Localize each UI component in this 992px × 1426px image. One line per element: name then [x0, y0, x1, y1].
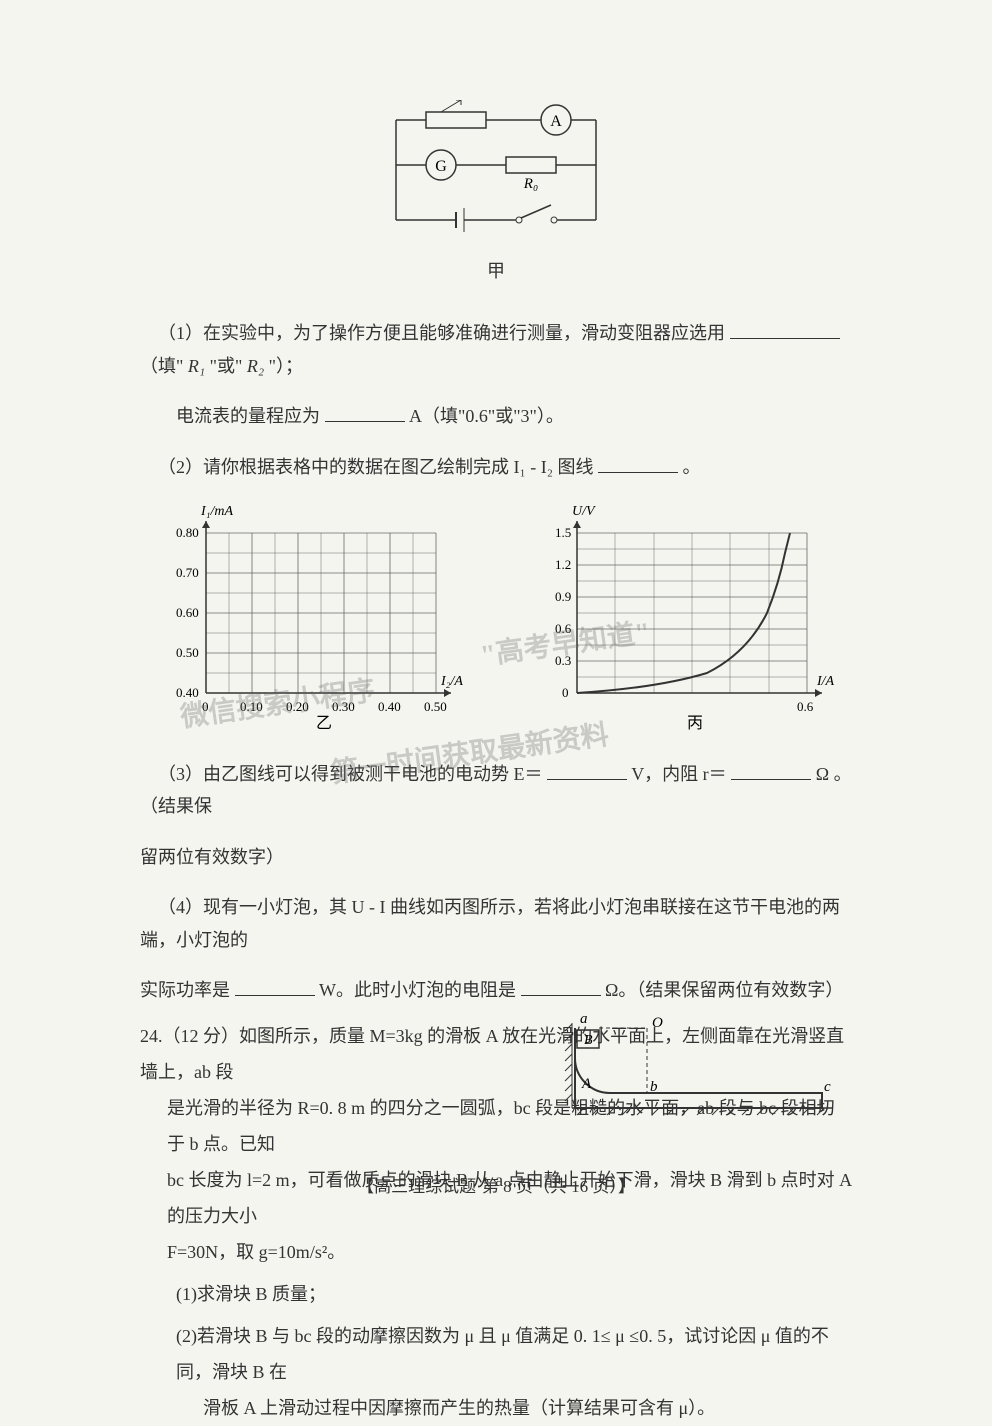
q23-p1-suffix: （填" — [140, 356, 183, 376]
svg-text:0.20: 0.20 — [286, 699, 309, 714]
blank-emf — [547, 762, 627, 780]
q24-sub2-l1: (2)若滑块 B 与 bc 段的动摩擦因数为 μ 且 μ 值满足 0. 1≤ μ… — [140, 1318, 852, 1390]
svg-text:0.3: 0.3 — [555, 653, 571, 668]
galvanometer-g-label: G — [435, 158, 447, 175]
q23-part3: （3）由乙图线可以得到被测干电池的电动势 E＝ V，内阻 r＝ Ω 。（结果保 — [140, 758, 852, 823]
circuit-diagram: A G R₀ — [366, 100, 626, 240]
q23-part1b: 电流表的量程应为 A（填"0.6"或"3"）。 — [140, 400, 852, 432]
svg-text:0.70: 0.70 — [176, 565, 199, 580]
svg-text:0.40: 0.40 — [378, 699, 401, 714]
q23-part3-cont: 留两位有效数字） — [140, 841, 852, 873]
svg-text:0.10: 0.10 — [240, 699, 263, 714]
blank-power — [235, 978, 315, 996]
svg-text:1.2: 1.2 — [555, 557, 571, 572]
q24-sub1: (1)求滑块 B 质量； — [140, 1276, 852, 1312]
q23-p1-or: "或" — [210, 356, 243, 376]
svg-text:丙: 丙 — [687, 715, 703, 732]
blank-r — [731, 762, 811, 780]
svg-text:0.6: 0.6 — [797, 699, 814, 714]
svg-text:B: B — [584, 1033, 593, 1048]
q23-part4-line2: 实际功率是 W。此时小灯泡的电阻是 Ω。（结果保留两位有效数字） — [140, 974, 852, 1006]
svg-text:0.80: 0.80 — [176, 525, 199, 540]
svg-text:0.40: 0.40 — [176, 685, 199, 700]
page-footer: 【高三理综试题·第 8 页（共 16 页）】 — [0, 1172, 992, 1203]
svg-text:0.50: 0.50 — [176, 645, 199, 660]
q23-p1-r1: R₁ — [188, 356, 205, 376]
blank-rheostat — [730, 321, 840, 339]
svg-text:b: b — [650, 1079, 658, 1095]
circuit-caption: 甲 — [140, 255, 852, 287]
q24-line4: F=30N，取 g=10m/s²。 — [140, 1234, 852, 1270]
q24-sub2-l2: 滑板 A 上滑动过程中因摩擦而产生的热量（计算结果可含有 μ）。 — [140, 1390, 852, 1426]
q23-p1-end: "）； — [269, 356, 303, 376]
svg-text:0.60: 0.60 — [176, 605, 199, 620]
slide-diagram: a O B A b c — [562, 1013, 842, 1133]
q23-p1-r2: R₂ — [247, 356, 264, 376]
ammeter-a-label: A — [550, 113, 562, 130]
chart-yi: I₁/mA — [156, 503, 466, 733]
svg-text:0: 0 — [202, 699, 209, 714]
q23-p2-end: 。 — [683, 457, 701, 477]
svg-text:乙: 乙 — [316, 715, 332, 732]
blank-ammeter-range — [325, 404, 405, 422]
svg-text:A: A — [581, 1076, 592, 1092]
q23-p3-prefix: （3）由乙图线可以得到被测干电池的电动势 E＝ — [158, 764, 543, 784]
q23-p3-mid: V，内阻 r＝ — [631, 764, 727, 784]
q23-p4-l2-suffix: Ω。（结果保留两位有效数字） — [605, 980, 843, 1000]
chart-bing: U/V — [527, 503, 837, 733]
q23-p2-text: （2）请你根据表格中的数据在图乙绘制完成 I₁ - I₂ 图线 — [158, 457, 594, 477]
q23-p1b-prefix: 电流表的量程应为 — [176, 406, 320, 426]
svg-text:0.30: 0.30 — [332, 699, 355, 714]
q23-p4-prefix: （4）现有一小灯泡，其 U - I 曲线如丙图所示，若将此小灯泡串联接在这节干电… — [140, 897, 840, 949]
svg-text:I₂/A: I₂/A — [440, 674, 463, 689]
q23-p1-prefix: （1）在实验中，为了操作方便且能够准确进行测量，滑动变阻器应选用 — [158, 323, 725, 343]
q23-part2: （2）请你根据表格中的数据在图乙绘制完成 I₁ - I₂ 图线 。 — [140, 451, 852, 483]
svg-text:c: c — [824, 1079, 831, 1095]
q23-part4: （4）现有一小灯泡，其 U - I 曲线如丙图所示，若将此小灯泡串联接在这节干电… — [140, 891, 852, 956]
svg-text:I₁/mA: I₁/mA — [200, 504, 234, 519]
q23-p4-l2-mid: W。此时小灯泡的电阻是 — [319, 980, 516, 1000]
charts-row: I₁/mA — [140, 503, 852, 733]
svg-text:0.6: 0.6 — [555, 621, 572, 636]
blank-graph — [598, 455, 678, 473]
svg-text:U/V: U/V — [572, 504, 596, 519]
q23-p1b-mid: A（填"0.6"或"3"）。 — [409, 406, 564, 426]
svg-text:O: O — [652, 1015, 663, 1031]
svg-text:0.50: 0.50 — [424, 699, 447, 714]
q23-part1: （1）在实验中，为了操作方便且能够准确进行测量，滑动变阻器应选用 （填" R₁ … — [140, 317, 852, 382]
resistor-r0-label: R₀ — [523, 176, 538, 192]
blank-resistance — [521, 978, 601, 996]
svg-text:I/A: I/A — [816, 674, 835, 689]
svg-text:0.9: 0.9 — [555, 589, 571, 604]
svg-text:a: a — [580, 1013, 588, 1027]
svg-text:0: 0 — [562, 685, 569, 700]
q23-p4-l2-prefix: 实际功率是 — [140, 980, 230, 1000]
svg-text:1.5: 1.5 — [555, 525, 571, 540]
